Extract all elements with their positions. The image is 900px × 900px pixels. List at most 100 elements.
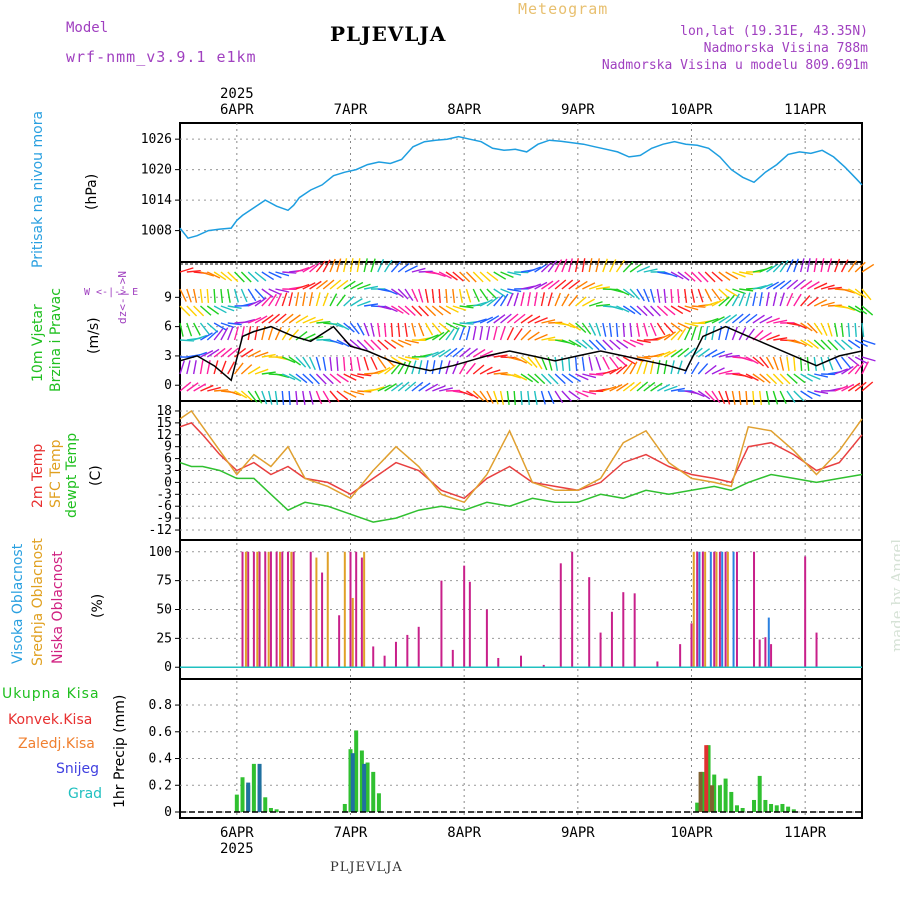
wind-arrow [220, 322, 235, 329]
wind-arrow [295, 330, 308, 341]
wind-arrow [861, 356, 876, 362]
wind-arrow [431, 322, 442, 335]
wind-arrow [247, 349, 261, 358]
wind-arrow [656, 288, 661, 303]
wind-arrow [650, 382, 663, 392]
wind-arrow [220, 305, 235, 312]
wind-arrow [233, 326, 239, 341]
precip-label-convective: Konvek.Kisa [8, 712, 93, 728]
wind-arrow [752, 285, 767, 290]
wind-arrow [616, 305, 630, 313]
bar-ukupna-kisa [752, 799, 757, 812]
wind-arrow [377, 384, 391, 392]
wind-arrow [616, 356, 628, 367]
bar-srednja-oblacnost [363, 551, 366, 668]
wind-arrow [282, 373, 296, 381]
wind-arrow [356, 356, 361, 371]
bar-niska-oblacnost [633, 593, 636, 668]
bar-ukupna-kisa [729, 791, 734, 812]
wind-arrow [841, 365, 854, 375]
wind-arrow [629, 381, 642, 392]
wind-arrow [247, 316, 262, 324]
wind-arrow [227, 288, 231, 303]
wind-arrow [247, 299, 262, 307]
bar-niska-oblacnost [656, 661, 659, 668]
wind-arrow [793, 356, 796, 372]
wind-arrow [227, 271, 239, 283]
wind-arrow [302, 373, 314, 385]
wind-arrow [636, 305, 648, 317]
wind-arrow [506, 313, 519, 324]
wind-arrow [227, 326, 234, 341]
bar-ukupna-kisa [251, 763, 256, 812]
precip-label-snow: Snijeg [56, 761, 100, 777]
wind-arrow [186, 382, 199, 392]
wind-arrow [663, 288, 667, 303]
wind-arrow [520, 329, 532, 341]
wind-arrow [663, 349, 677, 358]
bar-ukupna-kisa [786, 806, 791, 812]
wind-arrow [527, 356, 538, 368]
wind-arrow [418, 305, 429, 317]
wind-arrow [357, 300, 371, 307]
wind-arrow [820, 258, 825, 273]
wind-arrow [336, 390, 349, 401]
wind-arrow [814, 390, 829, 395]
wind-arrow [609, 356, 619, 369]
wind-arrow [445, 271, 458, 281]
wind-arrow [731, 293, 740, 307]
wind-arrow [370, 386, 385, 392]
wind-arrow [732, 271, 746, 278]
wind-arrow [725, 313, 738, 324]
wind-arrow [622, 322, 626, 338]
wind-arrow [759, 356, 770, 369]
bar-ukupna-kisa [371, 771, 376, 812]
wind-arrow [357, 373, 372, 377]
wind-arrow [363, 322, 370, 337]
wind-arrow [547, 373, 559, 385]
day-label-bottom: 7APR [334, 825, 368, 841]
wind-arrow [588, 301, 603, 307]
wind-arrow [554, 390, 564, 404]
bar-niska-oblacnost [321, 572, 324, 668]
wind-arrow [575, 280, 588, 290]
wind-arrow [861, 263, 875, 273]
bar-niska-oblacnost [241, 551, 244, 668]
wind-arrow [683, 288, 688, 303]
wind-arrow [739, 373, 753, 380]
y-tick-label: 9 [164, 440, 172, 455]
wind-arrow [643, 381, 656, 392]
day-label-bottom: 8APR [447, 825, 481, 841]
wind-arrow [690, 326, 697, 341]
wind-arrow [718, 271, 731, 281]
wind-arrow [479, 350, 493, 358]
bar-niska-oblacnost [463, 565, 466, 668]
wind-arrow [227, 305, 242, 310]
wind-arrow [213, 347, 226, 358]
temp-label-dewpt: dewpt Temp [64, 432, 80, 518]
wind-arrow [507, 288, 522, 293]
wind-arrow [329, 293, 338, 307]
wind-arrow [431, 360, 436, 375]
bar-niska-oblacnost [485, 609, 488, 668]
wind-arrow [854, 288, 867, 299]
y-tick-label: 15 [156, 416, 172, 431]
wind-arrow [786, 356, 790, 371]
wind-arrow [807, 390, 821, 397]
bar-srednja-oblacnost [715, 551, 718, 668]
wind-arrow [267, 326, 274, 341]
wind-arrow [718, 296, 730, 307]
wind-arrow [404, 339, 419, 344]
wind-arrow [786, 390, 796, 403]
wind-arrow [322, 259, 331, 273]
wind-arrow [636, 322, 640, 337]
wind-arrow [261, 295, 272, 307]
wind-arrow [445, 288, 448, 304]
wind-arrow [336, 373, 349, 383]
wind-arrow [820, 301, 835, 307]
wind-arrow [390, 261, 402, 273]
wind-arrow [247, 288, 257, 302]
wind-arrow [800, 280, 813, 290]
wind-arrow [486, 390, 494, 404]
